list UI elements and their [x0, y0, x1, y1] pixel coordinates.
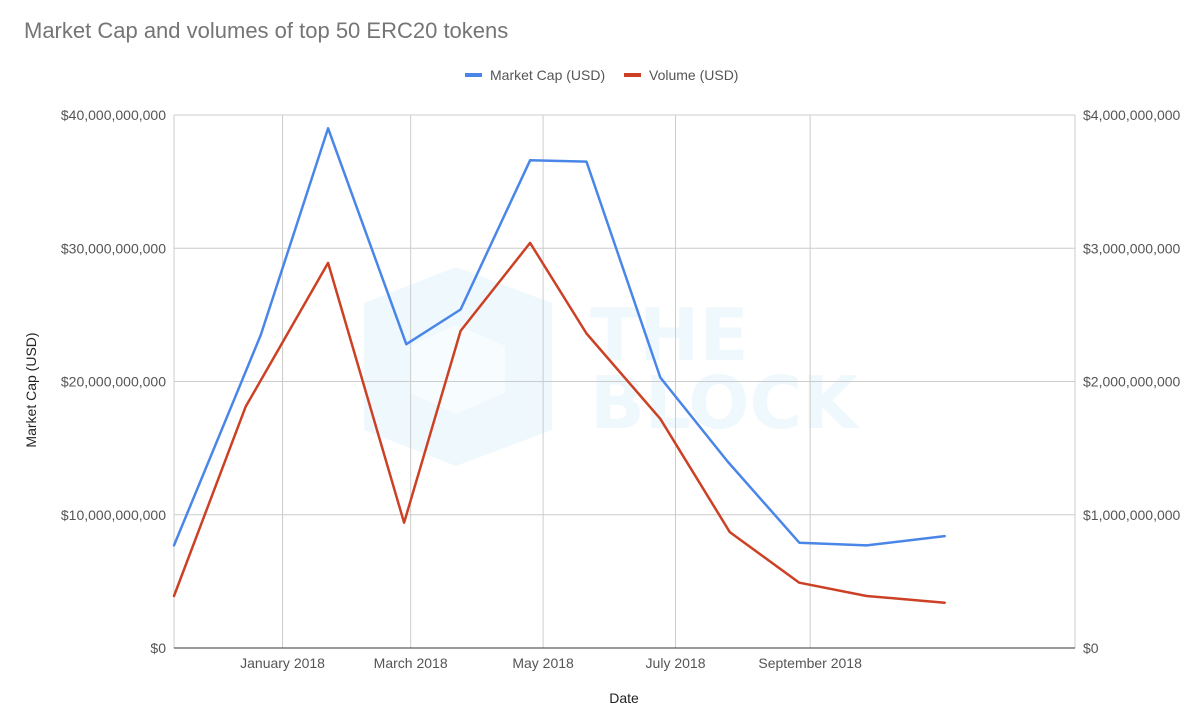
y-tick-label-left: $20,000,000,000 — [61, 374, 166, 390]
legend-label-volume: Volume (USD) — [649, 67, 738, 83]
y-tick-label-right: $0 — [1083, 640, 1099, 656]
chart-title: Market Cap and volumes of top 50 ERC20 t… — [24, 18, 508, 43]
x-tick-label: January 2018 — [240, 655, 325, 671]
watermark-logo: THE BLOCK — [364, 267, 860, 466]
series-line-market-cap — [172, 127, 946, 547]
x-tick-label: March 2018 — [374, 655, 448, 671]
legend-label-market-cap: Market Cap (USD) — [490, 67, 605, 83]
series-layer — [172, 127, 946, 604]
y-tick-label-left: $10,000,000,000 — [61, 507, 166, 523]
x-tick-label: May 2018 — [512, 655, 574, 671]
legend: Market Cap (USD) Volume (USD) — [465, 67, 738, 83]
grid-layer — [173, 114, 1076, 649]
x-tick-label: July 2018 — [646, 655, 706, 671]
watermark-text-line1: THE — [590, 293, 749, 377]
x-tick-label: September 2018 — [758, 655, 862, 671]
watermark-text-line2: BLOCK — [590, 361, 860, 445]
watermark-hexagon-inner — [410, 325, 505, 414]
y-tick-label-left: $0 — [150, 640, 166, 656]
legend-item-market-cap[interactable]: Market Cap (USD) — [465, 67, 605, 83]
x-axis-title: Date — [609, 690, 639, 706]
axis-labels: $0 $10,000,000,000 $20,000,000,000 $30,000,… — [61, 107, 1181, 671]
series-line-volume — [172, 241, 946, 604]
y-tick-label-left: $40,000,000,000 — [61, 107, 166, 123]
y-tick-label-right: $4,000,000,000 — [1083, 107, 1181, 123]
y-tick-label-right: $3,000,000,000 — [1083, 240, 1181, 256]
y-tick-label-right: $1,000,000,000 — [1083, 507, 1181, 523]
y-tick-label-right: $2,000,000,000 — [1083, 374, 1181, 390]
legend-item-volume[interactable]: Volume (USD) — [624, 67, 738, 83]
y-tick-label-left: $30,000,000,000 — [61, 240, 166, 256]
y-axis-title-left: Market Cap (USD) — [23, 332, 39, 447]
